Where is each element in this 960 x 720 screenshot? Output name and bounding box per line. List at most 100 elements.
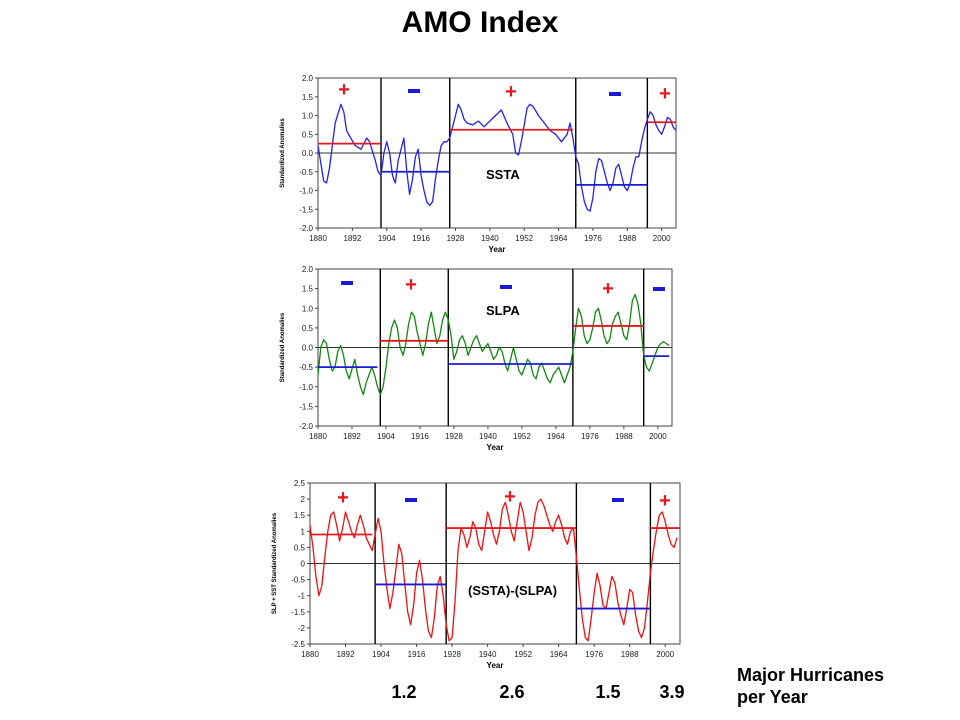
ssta-ytick-label: 1.0 — [302, 112, 314, 121]
diff-ytick-label: 1 — [301, 527, 306, 536]
diff-ytick-label: -1 — [298, 592, 306, 601]
diff-panel-label: (SSTA)-(SLPA) — [468, 583, 557, 598]
ssta-xtick-label: 1916 — [412, 234, 430, 243]
slpa-xtick-label: 2000 — [649, 432, 667, 441]
page-title: AMO Index — [401, 6, 559, 39]
ssta-xtick-label: 1976 — [584, 234, 602, 243]
ssta-positive-sign: + — [505, 81, 517, 103]
ssta-ytick-label: -0.5 — [299, 168, 313, 177]
diff-xtick-label: 1880 — [301, 650, 319, 659]
diff-xtick-label: 1928 — [443, 650, 461, 659]
diff-ytick-label: 1.5 — [294, 511, 306, 520]
slpa-negative-sign — [341, 281, 353, 285]
slpa-xtick-label: 1964 — [547, 432, 565, 441]
slpa-xtick-label: 1892 — [343, 432, 361, 441]
slpa-xtick-label: 1940 — [479, 432, 497, 441]
slpa-xtick-label: 1916 — [411, 432, 429, 441]
hurricanes-title: Major Hurricanes per Year — [737, 664, 937, 708]
ssta-xtick-label: 1892 — [343, 234, 361, 243]
slpa-panel-label: SLPA — [486, 303, 520, 318]
slpa-xtick-label: 1952 — [513, 432, 531, 441]
hurricanes-title-line2: per Year — [737, 687, 808, 707]
slpa-ytick-label: -1.5 — [299, 402, 313, 411]
slpa-xtick-label: 1880 — [309, 432, 327, 441]
ssta-xtick-label: 1964 — [550, 234, 568, 243]
slpa-positive-sign: + — [602, 278, 614, 300]
ssta-xtick-label: 1952 — [515, 234, 533, 243]
slpa-ytick-label: 1.5 — [302, 285, 314, 294]
diff-ytick-label: 0 — [301, 560, 306, 569]
ssta-xtick-label: 1904 — [378, 234, 396, 243]
diff-xtick-label: 1952 — [514, 650, 532, 659]
diff-xtick-label: 1964 — [550, 650, 568, 659]
hurricanes-title-line1: Major Hurricanes — [737, 665, 885, 685]
diff-positive-sign: + — [337, 487, 349, 509]
slpa-negative-sign — [653, 287, 665, 291]
diff-positive-sign: + — [504, 486, 516, 508]
ssta-xtick-label: 1880 — [309, 234, 327, 243]
diff-ytick-label: -0.5 — [291, 576, 305, 585]
slpa-ytick-label: -0.5 — [299, 363, 313, 372]
diff-y-axis-title: SLP + SST Standardized Anomalies — [272, 512, 278, 614]
ssta-ytick-label: -1.0 — [299, 187, 313, 196]
slpa-negative-sign — [500, 285, 512, 289]
diff-xtick-label: 1976 — [585, 650, 603, 659]
hurricane-value-2: 2.6 — [499, 682, 525, 702]
ssta-ytick-label: 1.5 — [302, 93, 314, 102]
ssta-xtick-label: 1988 — [618, 234, 636, 243]
slpa-series-line — [317, 293, 670, 396]
hurricane-value-1: 1.2 — [391, 682, 417, 702]
slpa-ytick-label: 0.0 — [302, 344, 314, 353]
slpa-xtick-label: 1904 — [377, 432, 395, 441]
diff-xtick-label: 1940 — [479, 650, 497, 659]
slpa-ytick-label: 1.0 — [302, 304, 314, 313]
diff-xtick-label: 1988 — [621, 650, 639, 659]
diff-ytick-label: -1.5 — [291, 608, 305, 617]
ssta-xtick-label: 2000 — [653, 234, 671, 243]
ssta-y-axis-title: Standardized Anomalies — [280, 118, 286, 188]
ssta-panel-label: SSTA — [486, 167, 520, 182]
diff-ytick-label: 0.5 — [294, 543, 306, 552]
diff-ytick-label: -2 — [298, 624, 306, 633]
slpa-positive-sign: + — [405, 274, 417, 296]
slpa-x-axis-title: Year — [487, 443, 504, 452]
slpa-y-axis-title: Standardized Anomalies — [280, 312, 286, 382]
diff-series-line — [309, 498, 678, 642]
diff-xtick-label: 1916 — [408, 650, 426, 659]
ssta-negative-sign — [609, 92, 621, 96]
ssta-xtick-label: 1928 — [447, 234, 465, 243]
ssta-ytick-label: 2.0 — [302, 74, 314, 83]
diff-xtick-label: 1892 — [337, 650, 355, 659]
diff-x-axis-title: Year — [487, 661, 504, 670]
diff-xtick-label: 2000 — [656, 650, 674, 659]
diff-ytick-label: 2 — [301, 495, 306, 504]
diff-negative-sign — [612, 498, 624, 502]
ssta-x-axis-title: Year — [489, 245, 506, 254]
ssta-series-line — [317, 103, 677, 212]
slpa-xtick-label: 1988 — [615, 432, 633, 441]
diff-positive-sign: + — [659, 490, 671, 512]
ssta-ytick-label: 0.0 — [302, 149, 314, 158]
slpa-ytick-label: 2.0 — [302, 265, 314, 274]
ssta-ytick-label: -2.0 — [299, 224, 313, 233]
slpa-ytick-label: -1.0 — [299, 383, 313, 392]
hurricane-value-3: 1.5 — [595, 682, 621, 702]
ssta-positive-sign: + — [659, 83, 671, 105]
slpa-ytick-label: 0.5 — [302, 324, 314, 333]
ssta-ytick-label: 0.5 — [302, 130, 314, 139]
diff-xtick-label: 1904 — [372, 650, 390, 659]
hurricane-value-4: 3.9 — [659, 682, 685, 702]
slpa-xtick-label: 1928 — [445, 432, 463, 441]
ssta-ytick-label: -1.5 — [299, 205, 313, 214]
slpa-ytick-label: -2.0 — [299, 422, 313, 431]
diff-ytick-label: 2.5 — [294, 479, 306, 488]
diff-negative-sign — [405, 498, 417, 502]
diff-ytick-label: -2.5 — [291, 640, 305, 649]
ssta-xtick-label: 1940 — [481, 234, 499, 243]
ssta-positive-sign: + — [338, 79, 350, 101]
ssta-negative-sign — [408, 89, 420, 93]
slpa-xtick-label: 1976 — [581, 432, 599, 441]
